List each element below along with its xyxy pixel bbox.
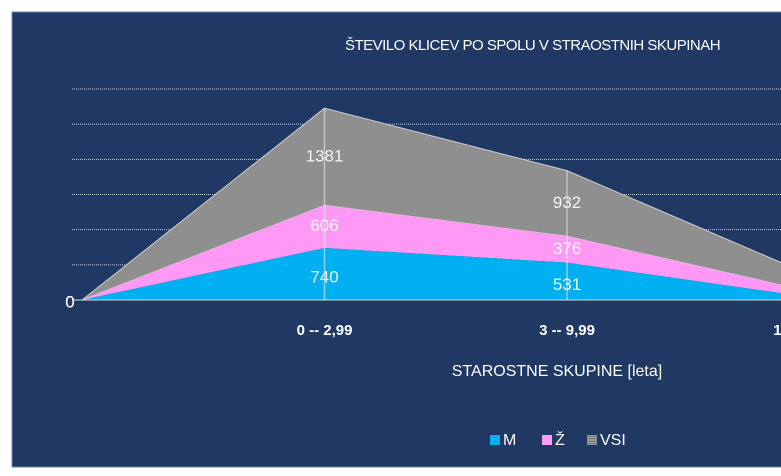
legend-swatch [490, 435, 500, 445]
x-tick-label: 0 -- 2,99 [297, 322, 353, 339]
legend-swatch [587, 435, 597, 445]
data-label: 932 [553, 193, 581, 212]
area [82, 247, 781, 300]
area [81, 107, 781, 301]
data-label: 606 [310, 216, 338, 235]
x-axis-title: STAROSTNE SKUPINE [leta] [452, 363, 662, 380]
area [82, 205, 781, 300]
data-label: 0 [65, 292, 74, 311]
data-label: 376 [553, 239, 581, 258]
x-tick-label: 3 -- 9,99 [539, 322, 595, 339]
data-label: 1381 [306, 146, 344, 165]
data-label: 0 [65, 292, 74, 311]
legend-label: M [503, 432, 516, 449]
x-tick-label: 10 -- 19,99 [773, 322, 781, 339]
legend-label: VSI [600, 432, 626, 449]
data-label: 740 [310, 267, 338, 286]
chart-title: ŠTEVILO KLICEV PO SPOLU V STRAOSTNIH SKU… [345, 37, 720, 54]
data-label: 0 [65, 292, 74, 311]
legend-swatch [542, 435, 552, 445]
legend-label: Ž [555, 430, 565, 449]
data-label: 531 [553, 275, 581, 294]
